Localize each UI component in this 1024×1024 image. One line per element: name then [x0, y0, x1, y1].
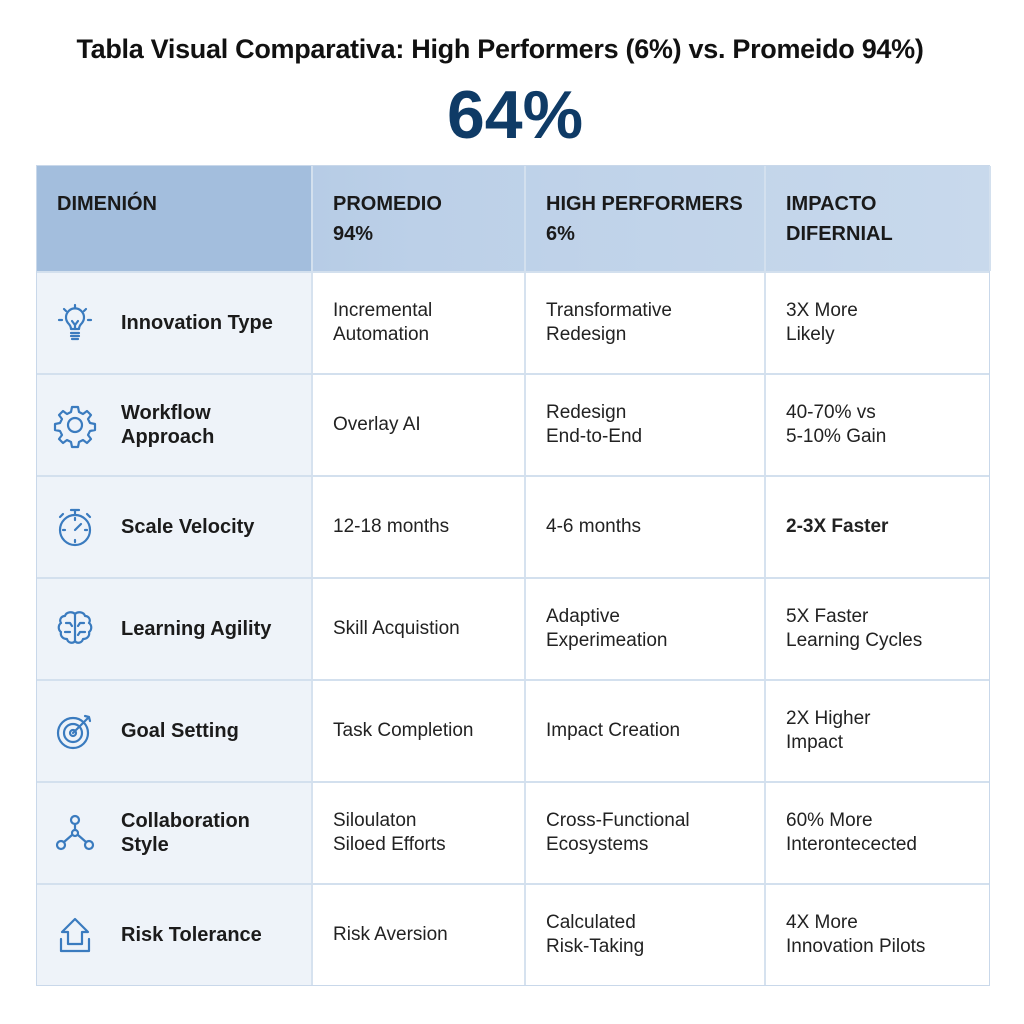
impacto-cell: 3X More Likely — [786, 300, 858, 345]
dimension-label: Workflow Approach — [121, 402, 215, 448]
impacto-cell: 40-70% vs 5-10% Gain — [786, 402, 887, 447]
table-row: Scale Velocity 12-18 months 4-6 months 2… — [37, 475, 989, 577]
promedio-cell: Risk Aversion — [313, 885, 526, 985]
promedio-cell: Siloulaton Siloed Efforts — [313, 783, 526, 883]
promedio-cell: Incremental Automation — [313, 273, 526, 373]
high-performers-cell: Impact Creation — [526, 681, 766, 781]
table-row: Workflow Approach Overlay AI Redesign En… — [37, 373, 989, 475]
table-header-row: DIMENIÓN PROMEDIO 94% HIGH PERFORMERS 6%… — [37, 166, 991, 271]
dimension-label: Scale Velocity — [121, 516, 255, 538]
dimension-cell: Risk Tolerance — [37, 885, 313, 985]
promedio-cell: Skill Acquistion — [313, 579, 526, 679]
table-row: Innovation Type Incremental Automation T… — [37, 271, 989, 373]
gear-icon — [51, 401, 99, 449]
high-performers-cell: Cross-Functional Ecosystems — [526, 783, 766, 883]
impacto-cell: 4X More Innovation Pilots — [786, 912, 926, 957]
promedio-cell: 12-18 months — [313, 477, 526, 577]
stopwatch-icon — [51, 503, 99, 551]
table-row: Risk Tolerance Risk Aversion Calculated … — [37, 883, 989, 985]
dimension-cell: Learning Agility — [37, 579, 313, 679]
dimension-label: Innovation Type — [121, 312, 273, 334]
network-icon — [51, 809, 99, 857]
dimension-label: Goal Setting — [121, 720, 239, 742]
dimension-cell: Scale Velocity — [37, 477, 313, 577]
impacto-cell: 60% More Interontecected — [786, 810, 917, 855]
header-impacto: IMPACTO DIFERNIAL — [766, 166, 991, 271]
promedio-cell: Task Completion — [313, 681, 526, 781]
page-title: Tabla Visual Comparativa: High Performer… — [76, 34, 924, 64]
dimension-cell: Innovation Type — [37, 273, 313, 373]
impacto-cell: 2-3X Faster — [786, 516, 889, 537]
dimension-label: Learning Agility — [121, 618, 272, 640]
brain-icon — [51, 605, 99, 653]
lightbulb-icon — [51, 299, 99, 347]
impacto-cell: 2X Higher Impact — [786, 708, 871, 753]
header-promedio: PROMEDIO 94% — [313, 166, 526, 271]
dimension-label: Risk Tolerance — [121, 924, 262, 946]
table-row: Collaboration Style Siloulaton Siloed Ef… — [37, 781, 989, 883]
high-performers-cell: Adaptive Experimeation — [526, 579, 766, 679]
high-performers-cell: Transformative Redesign — [526, 273, 766, 373]
high-performers-cell: 4-6 months — [526, 477, 766, 577]
upload-icon — [51, 911, 99, 959]
header-dimension: DIMENIÓN — [37, 166, 313, 271]
comparison-table: DIMENIÓN PROMEDIO 94% HIGH PERFORMERS 6%… — [36, 165, 991, 986]
impacto-cell: 5X Faster Learning Cycles — [786, 606, 923, 651]
table-row: Learning Agility Skill Acquistion Adapti… — [37, 577, 989, 679]
dimension-cell: Goal Setting — [37, 681, 313, 781]
headline-value: 64% — [446, 77, 584, 153]
dimension-cell: Collaboration Style — [37, 783, 313, 883]
dimension-label: Collaboration Style — [121, 810, 250, 856]
high-performers-cell: Redesign End-to-End — [526, 375, 766, 475]
dimension-cell: Workflow Approach — [37, 375, 313, 475]
table-row: Goal Setting Task Completion Impact Crea… — [37, 679, 989, 781]
header-high-performers: HIGH PERFORMERS 6% — [526, 166, 766, 271]
target-icon — [51, 707, 99, 755]
high-performers-cell: Calculated Risk-Taking — [526, 885, 766, 985]
promedio-cell: Overlay AI — [313, 375, 526, 475]
